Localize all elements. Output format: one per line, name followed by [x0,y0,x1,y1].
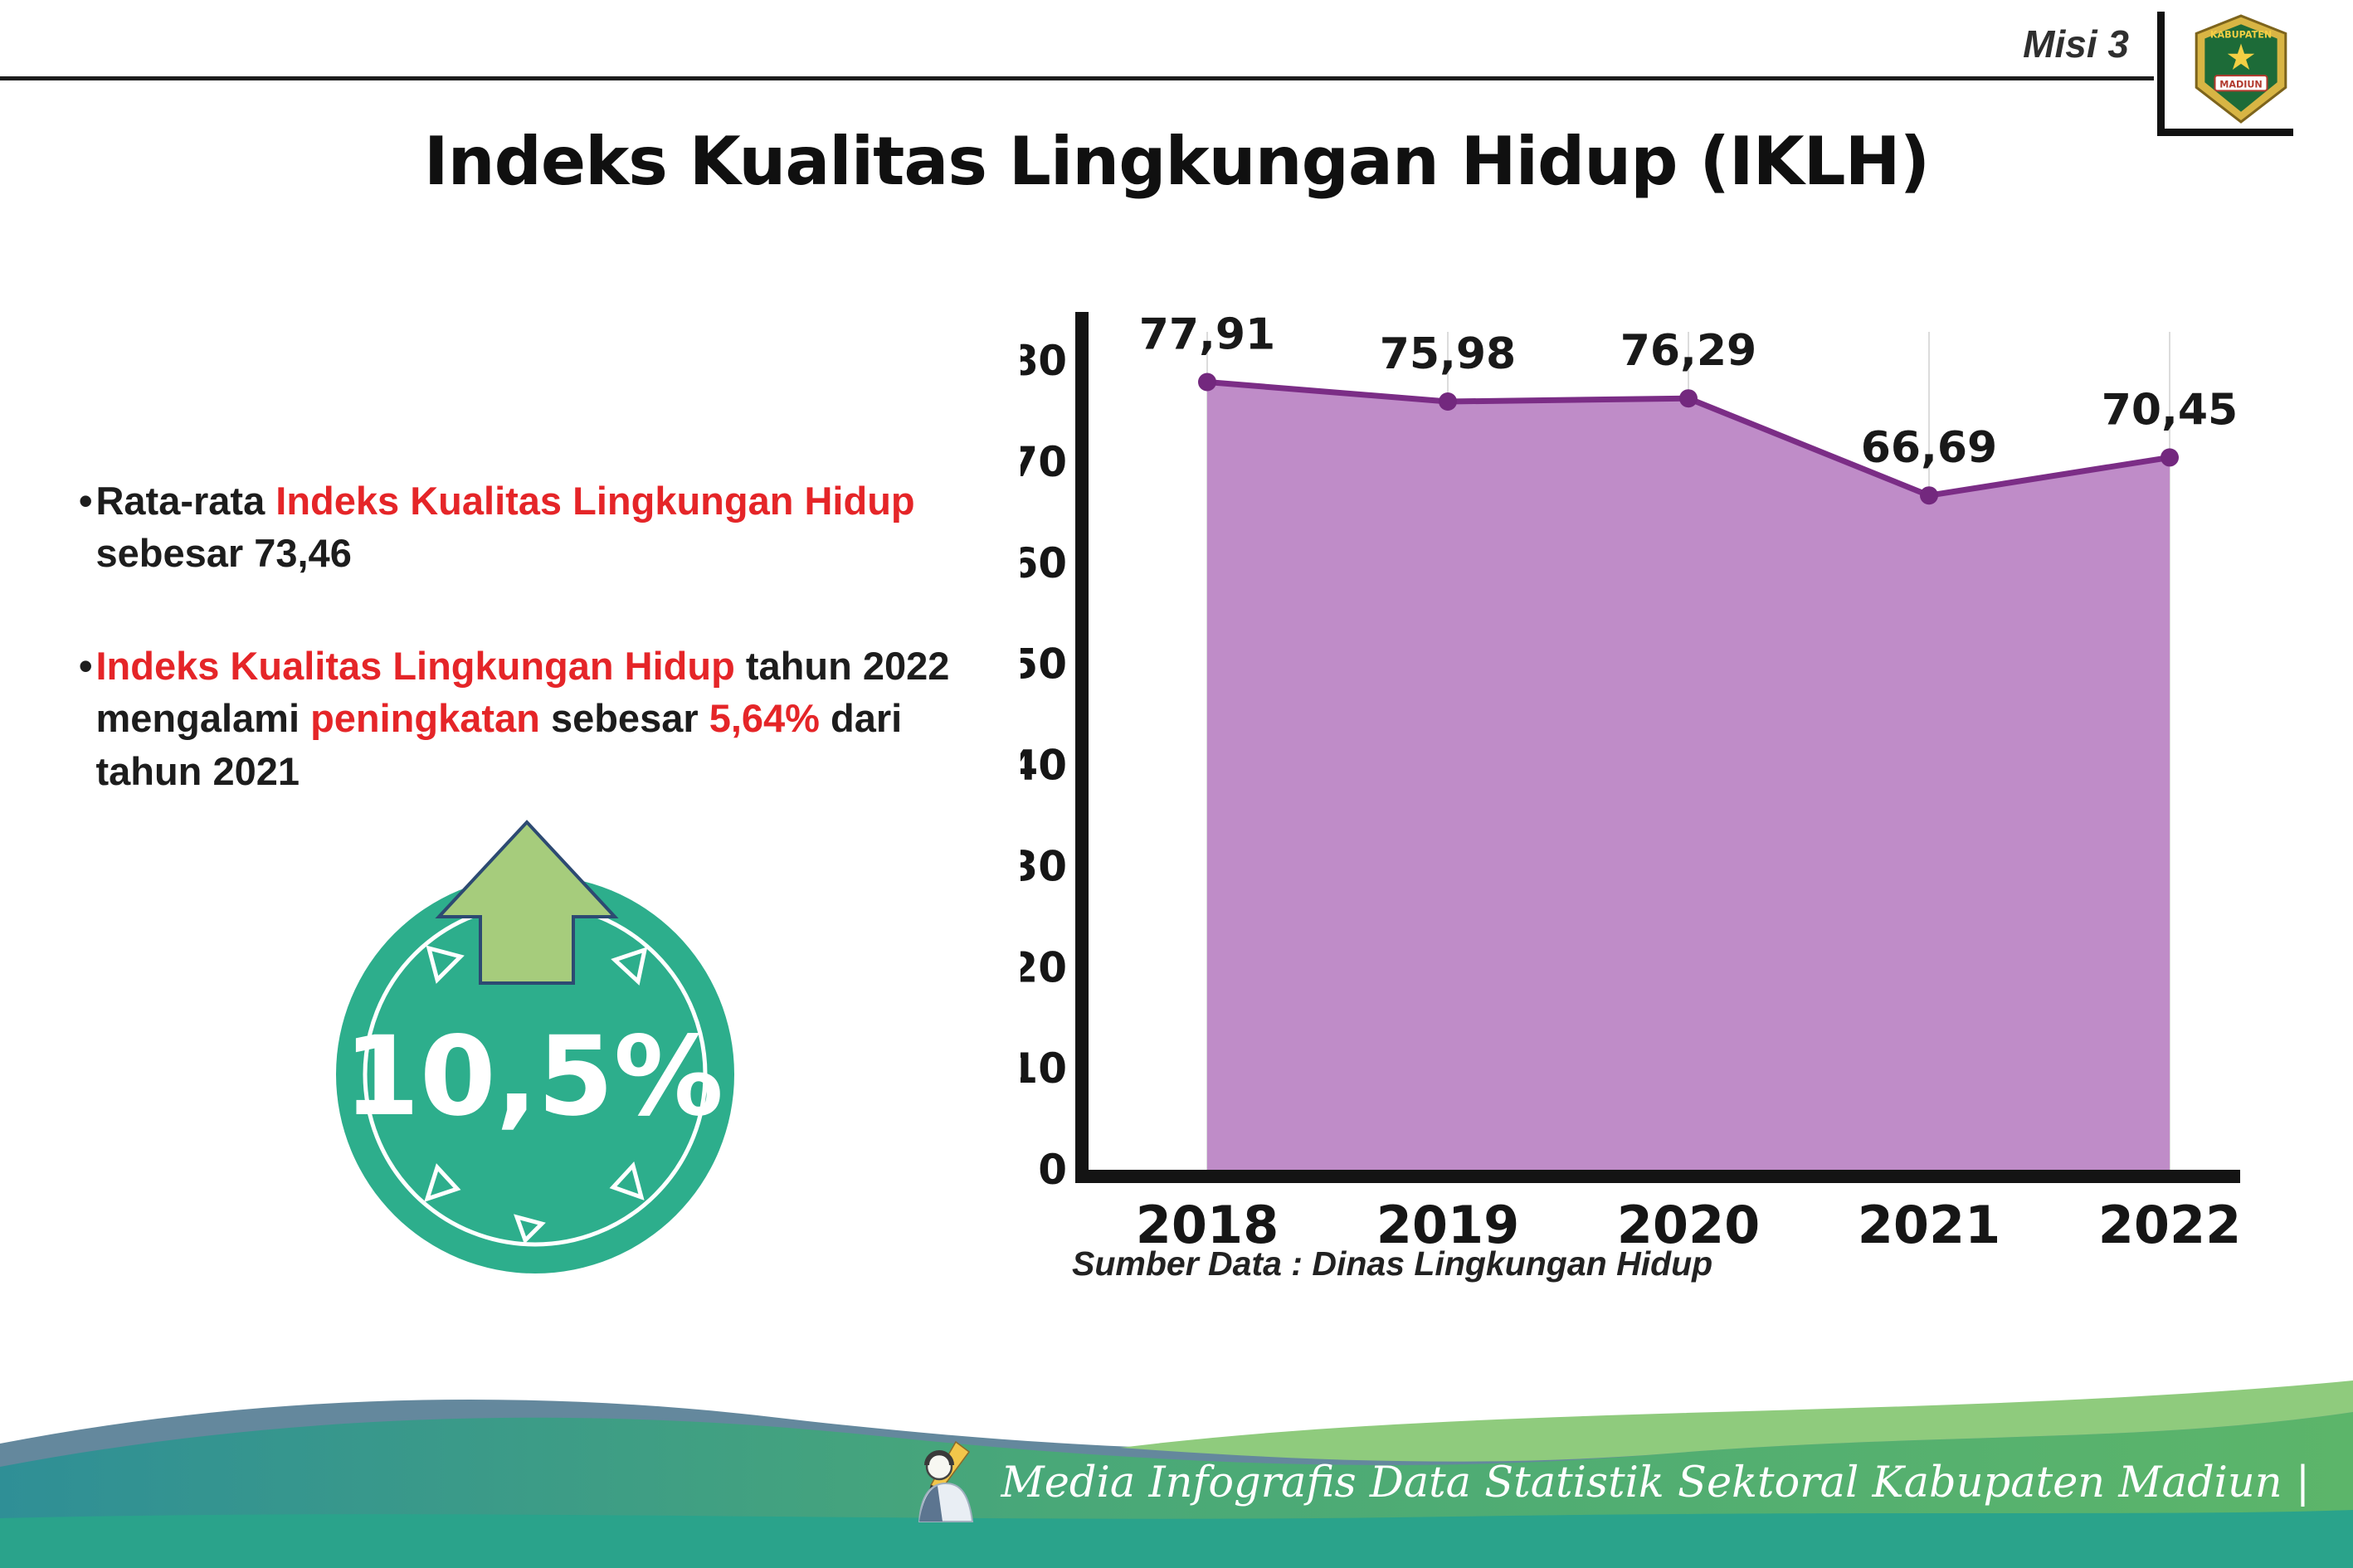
value-label: 76,29 [1620,326,1756,376]
wave-light-green [1120,1381,2353,1462]
page-title: Indeks Kualitas Lingkungan Hidup (IKLH) [423,123,1930,200]
x-tick-label: 2020 [1617,1195,1761,1255]
data-point [1920,486,1938,505]
bullet2-text-1: tahun 2022 [734,643,950,688]
kabupaten-madiun-logo: KABUPATEN MADIUN [2195,14,2287,124]
bullet2-highlight-2: peningkatan [310,696,540,741]
y-tick-label: 30 [1021,842,1067,890]
bullet2-text-3: sebesar [539,696,709,741]
mascot-icon [918,1440,974,1522]
footer-text: Media Infografis Data Statistik Sektoral… [1001,1458,2310,1507]
data-point [1439,392,1457,411]
bullet2-text-4: dari [819,696,903,741]
bullet-item-increase: • Indeks Kualitas Lingkungan Hidup tahun… [79,640,1016,797]
bullet2-highlight-3: 5,64% [709,696,820,741]
y-tick-label: 20 [1021,943,1067,991]
logo-text-bottom: MADIUN [2219,79,2263,90]
bullet2-line3: tahun 2021 [95,748,300,793]
data-point [1679,389,1698,408]
bullet-marker: • [79,643,93,688]
bullet1-highlight: Indeks Kualitas Lingkungan Hidup [275,479,915,523]
top-rule [0,76,2154,80]
x-tick-label: 2018 [1136,1195,1279,1255]
footer-waves [0,1381,2353,1568]
value-label: 75,98 [1380,329,1516,379]
chart-area: 77,91 75,98 76,29 66,69 70,45 0 10 20 30 40 50 60 70… [1009,299,2282,1336]
bullet-marker: • [79,479,93,523]
logo-frame: KABUPATEN MADIUN [2157,12,2293,136]
misi-label: Misi 3 [2023,22,2129,66]
data-point [2161,448,2179,467]
bullet1-text: Rata-rata [95,479,276,523]
bullet2-highlight-1: Indeks Kualitas Lingkungan Hidup [95,643,735,688]
wave-bottom-band [0,1510,2353,1568]
bullet-list: • Rata-rata Indeks Kualitas Lingkungan H… [79,475,1016,797]
star-icon [2227,43,2255,71]
y-tick-label: 10 [1021,1045,1067,1093]
area-fill [1207,382,2170,1170]
bullet2-text-2: mengalami [95,696,311,741]
x-tick-label: 2019 [1376,1195,1520,1255]
y-tick-label: 60 [1021,539,1067,587]
up-arrow-icon [435,820,619,985]
y-tick-label: 50 [1021,640,1067,689]
data-source: Sumber Data : Dinas Lingkungan Hidup [1072,1244,1713,1283]
value-label: 66,69 [1861,423,1997,473]
bullet-item-average: • Rata-rata Indeks Kualitas Lingkungan H… [79,475,1016,580]
value-label: 77,91 [1139,310,1275,360]
y-tick-label: 80 [1021,337,1067,385]
bullet1-line2: sebesar 73,46 [95,531,352,576]
y-tick-label: 70 [1021,438,1067,486]
badge-value: 10,5% [343,1013,723,1141]
x-tick-label: 2022 [2098,1195,2242,1255]
value-label: 70,45 [2102,385,2238,435]
increase-badge: 10,5% [336,820,734,1273]
y-tick-label: 40 [1021,742,1067,790]
iklh-area-chart: 77,91 75,98 76,29 66,69 70,45 0 10 20 30 40 50 60 70… [1009,310,2242,1256]
data-point [1198,373,1216,392]
logo-text-top: KABUPATEN [2210,29,2272,40]
y-axis [1075,312,1089,1183]
x-axis [1075,1170,2240,1183]
x-tick-label: 2021 [1858,1195,2001,1255]
y-tick-label: 0 [1038,1146,1067,1194]
decorative-triangles [424,945,648,1244]
footer-credit: Media Infografis Data Statistik Sektoral… [904,1435,2310,1531]
